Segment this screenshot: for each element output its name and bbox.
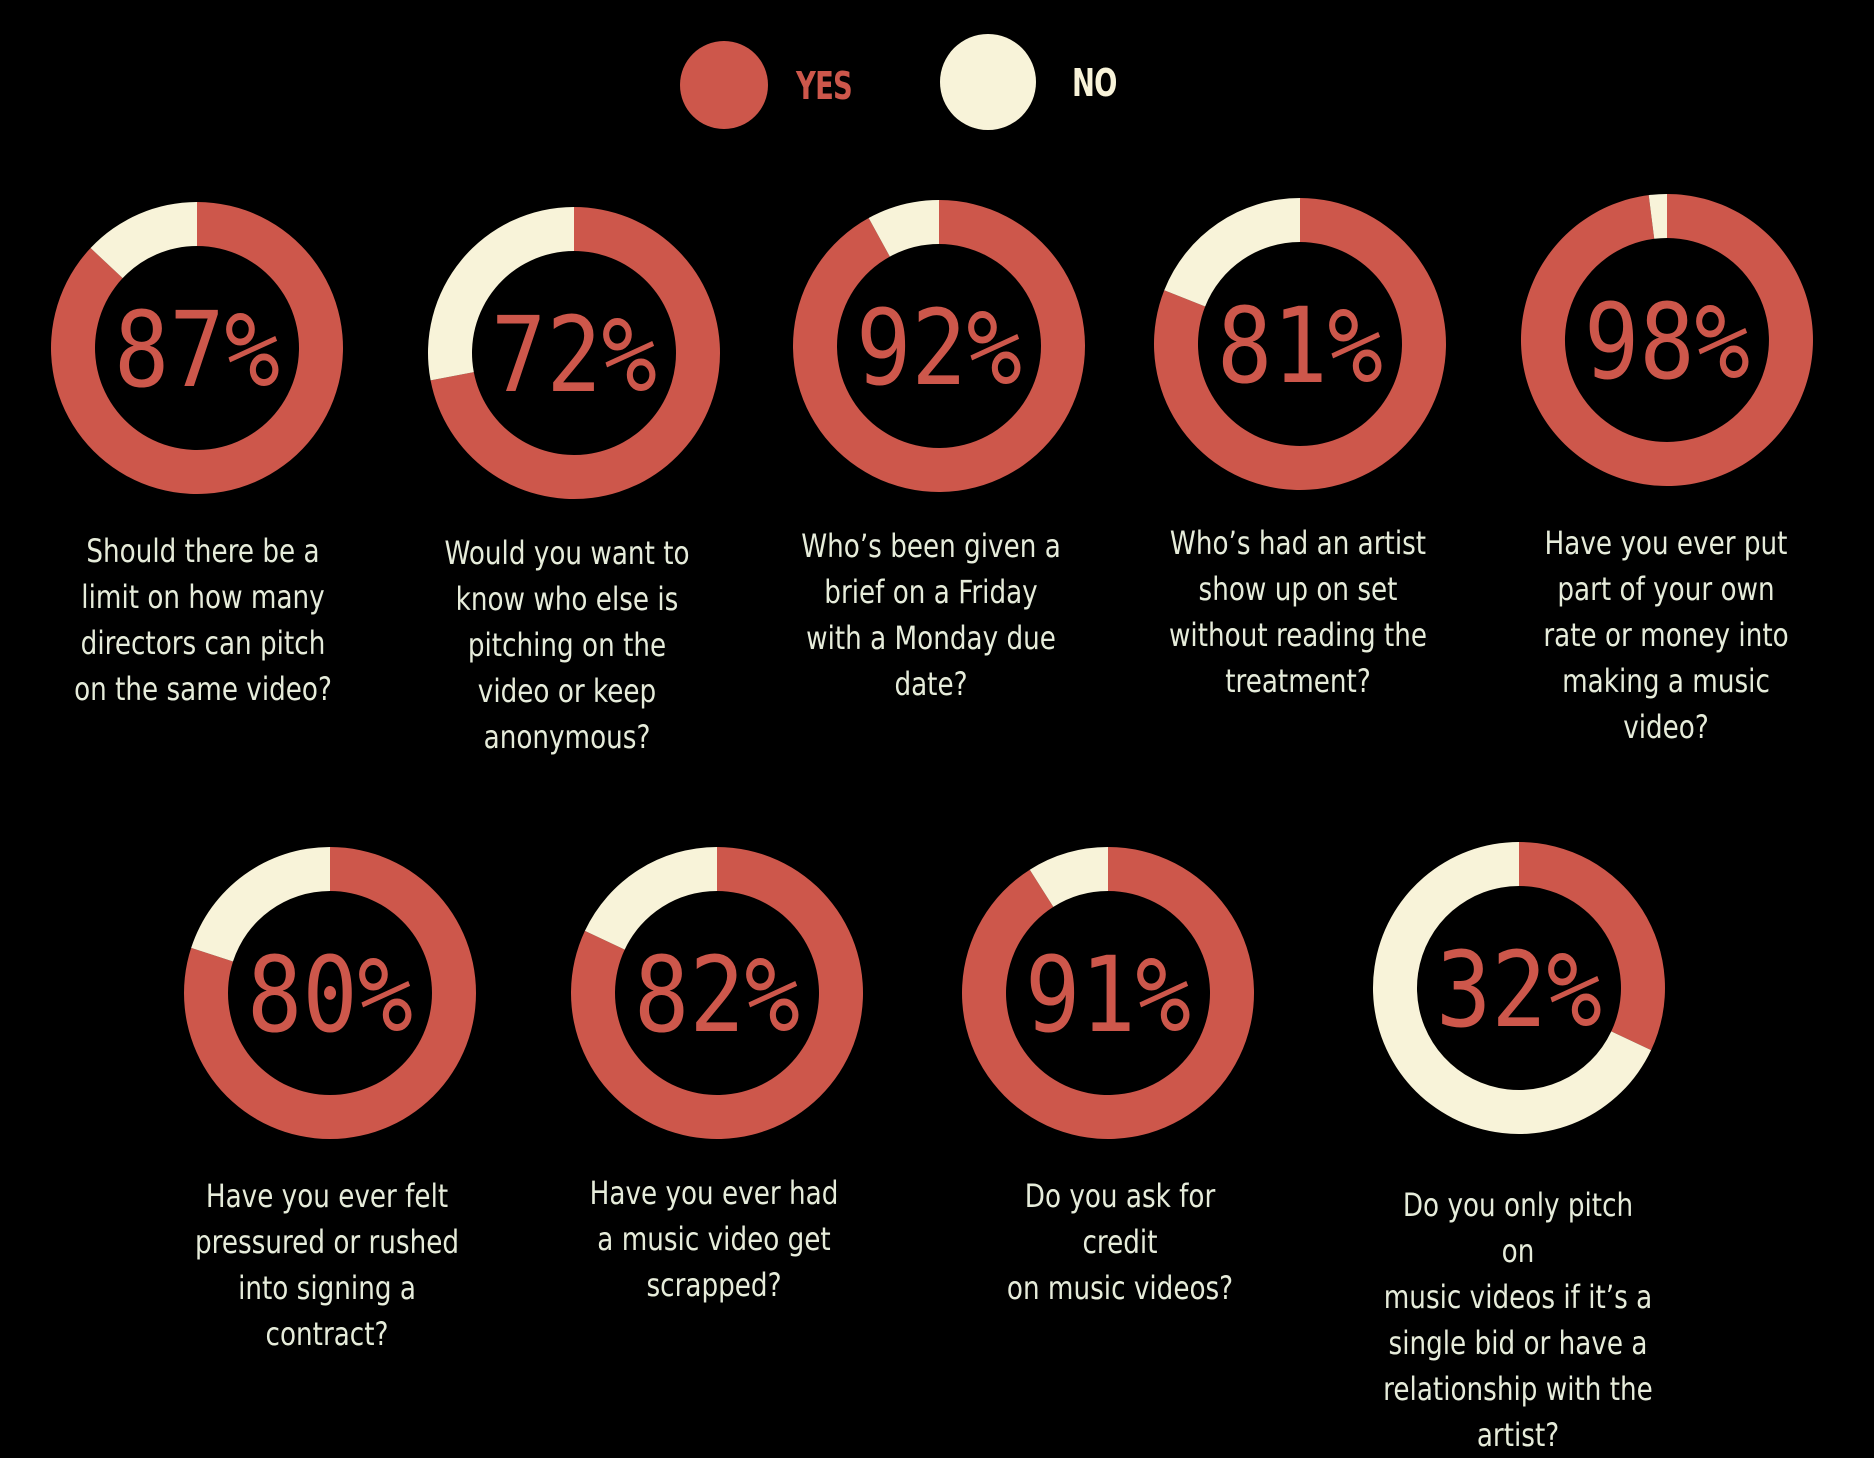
donut-8-percent-label: 91% bbox=[1025, 934, 1191, 1056]
donut-7-percent-label: 82% bbox=[634, 934, 800, 1056]
donut-3-yes-segment bbox=[792, 200, 1085, 493]
donut-6: 80% bbox=[184, 847, 477, 1139]
donut-2-percent-label: 72% bbox=[491, 294, 657, 416]
donut-4: 81% bbox=[1153, 198, 1446, 490]
donut-5-question: Have you ever put part of your own rate … bbox=[1543, 524, 1789, 746]
donut-6-question: Have you ever felt pressured or rushed i… bbox=[194, 1177, 460, 1353]
donut-2-no-segment bbox=[428, 207, 574, 381]
donut-6-percent-label: 80% bbox=[247, 934, 413, 1056]
legend-swatch-yes bbox=[680, 41, 768, 129]
donut-5-no-segment bbox=[1648, 194, 1667, 239]
donut-9: 32% bbox=[1372, 842, 1665, 1134]
donut-2-question: Would you want to know who else is pitch… bbox=[444, 534, 690, 756]
donut-1-yes-segment bbox=[51, 202, 344, 494]
donut-8-question: Do you ask for credit on music videos? bbox=[1006, 1177, 1234, 1307]
donut-7: 82% bbox=[571, 846, 864, 1139]
donut-6-no-segment bbox=[191, 847, 330, 962]
donut-5-yes-segment bbox=[1520, 194, 1813, 487]
legend-label-yes: YES bbox=[796, 64, 853, 108]
donut-7-yes-segment bbox=[571, 846, 864, 1139]
donut-8-no-segment bbox=[1029, 847, 1108, 907]
donut-1-no-segment bbox=[90, 202, 197, 279]
donut-1-question: Should there be a limit on how many dire… bbox=[74, 532, 332, 708]
donut-4-percent-label: 81% bbox=[1217, 285, 1383, 407]
donut-8-yes-segment bbox=[962, 847, 1255, 1139]
legend-swatch-no bbox=[940, 34, 1036, 130]
donut-8: 91% bbox=[962, 847, 1255, 1139]
legend-label-no: NO bbox=[1072, 61, 1117, 105]
donut-2: 72% bbox=[428, 207, 721, 500]
donut-3-no-segment bbox=[868, 200, 939, 257]
donut-7-question: Have you ever had a music video get scra… bbox=[589, 1174, 839, 1304]
donut-9-question: Do you only pitch on music videos if it’… bbox=[1383, 1186, 1653, 1454]
donut-5: 98% bbox=[1520, 194, 1813, 487]
donut-4-question: Who’s had an artist show up on set witho… bbox=[1168, 524, 1428, 700]
donut-9-no-segment bbox=[1372, 842, 1652, 1134]
donut-2-yes-segment bbox=[430, 207, 721, 500]
donut-5-percent-label: 98% bbox=[1584, 281, 1750, 403]
legend: YES NO bbox=[0, 0, 1874, 150]
donut-9-percent-label: 32% bbox=[1436, 929, 1602, 1051]
donut-6-yes-segment bbox=[184, 847, 477, 1139]
donut-3-question: Who’s been given a brief on a Friday wit… bbox=[801, 527, 1061, 703]
donut-7-no-segment bbox=[584, 847, 717, 950]
donut-1: 87% bbox=[51, 202, 344, 494]
donut-3-percent-label: 92% bbox=[856, 287, 1022, 409]
donut-9-yes-segment bbox=[1519, 842, 1665, 1051]
donut-3: 92% bbox=[792, 200, 1085, 493]
donut-1-percent-label: 87% bbox=[114, 289, 280, 411]
donut-4-no-segment bbox=[1164, 198, 1300, 307]
donut-4-yes-segment bbox=[1153, 198, 1446, 490]
